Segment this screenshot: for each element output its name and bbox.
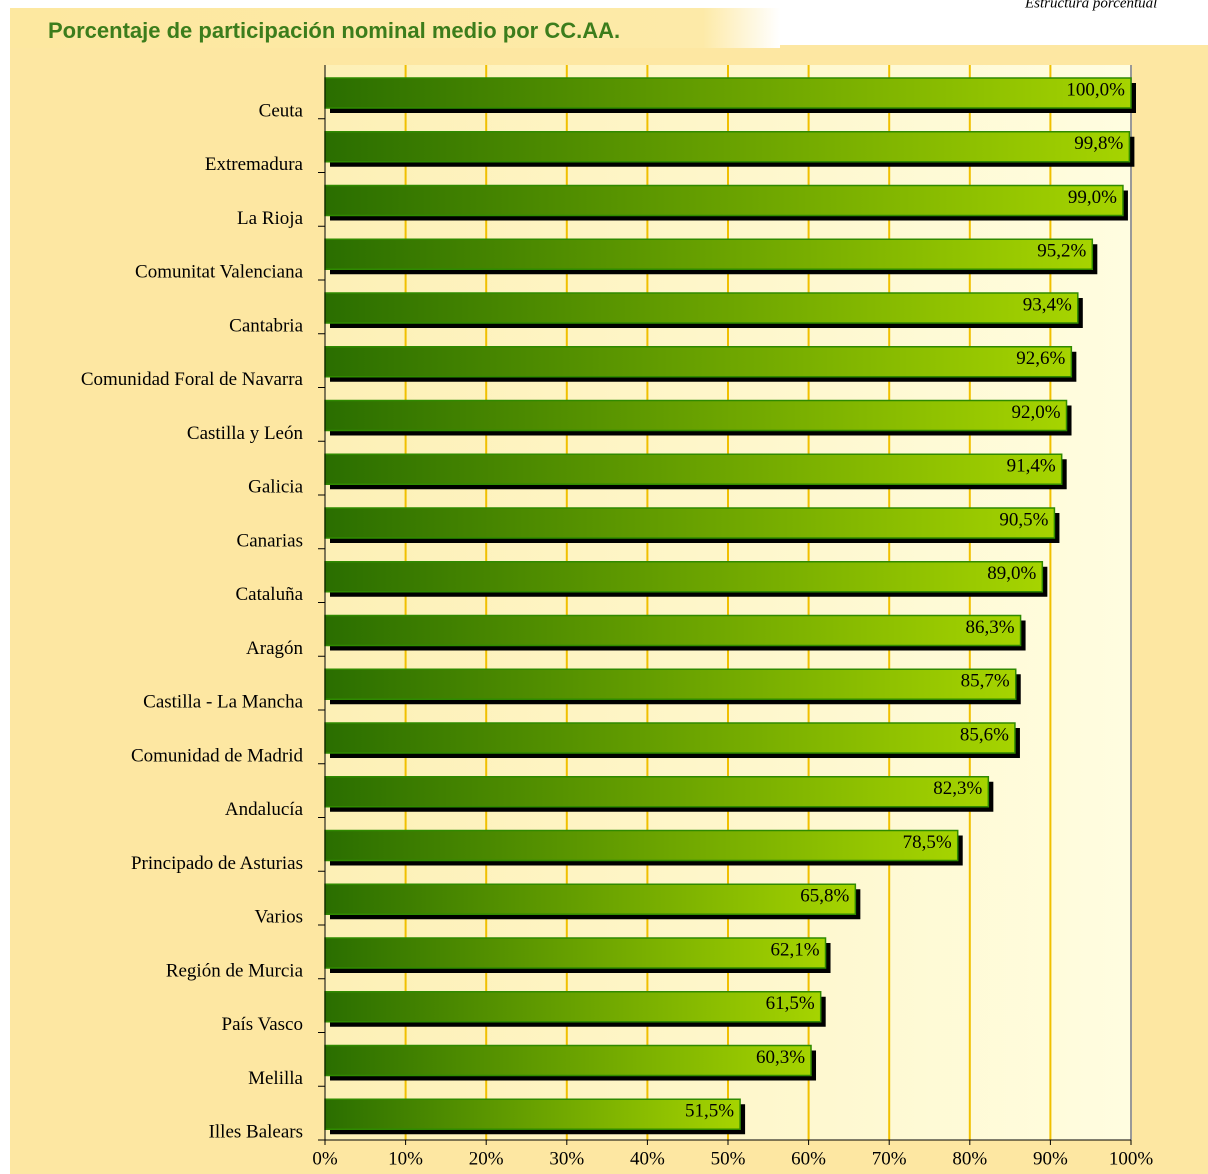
- x-tick-label: 0%: [312, 1148, 338, 1169]
- data-label: 95,2%: [1037, 241, 1086, 262]
- bar: [324, 883, 857, 915]
- data-label: 99,8%: [1074, 133, 1123, 154]
- y-tick-label: Castilla y León: [187, 423, 304, 444]
- x-tick-label: 80%: [952, 1148, 987, 1169]
- y-tick-label: Galicia: [248, 477, 303, 498]
- data-label: 62,1%: [770, 939, 819, 960]
- data-label: 99,0%: [1068, 187, 1117, 208]
- y-tick-label: Región de Murcia: [166, 960, 304, 981]
- bar: [324, 507, 1056, 539]
- data-label: 61,5%: [766, 993, 815, 1014]
- y-tick-label: País Vasco: [222, 1014, 303, 1035]
- x-tick-label: 10%: [388, 1148, 423, 1169]
- y-tick-label: Melilla: [248, 1068, 303, 1089]
- bar: [324, 238, 1094, 270]
- data-label: 92,0%: [1011, 402, 1060, 423]
- data-label: 86,3%: [965, 617, 1014, 638]
- data-label: 82,3%: [933, 778, 982, 799]
- y-tick-label: Ceuta: [259, 100, 304, 121]
- x-tick-label: 100%: [1109, 1148, 1154, 1169]
- bar: [324, 668, 1017, 700]
- y-tick-label: Andalucía: [225, 799, 304, 820]
- x-tick-label: 20%: [469, 1148, 504, 1169]
- data-label: 100,0%: [1066, 79, 1125, 100]
- x-tick-label: 60%: [791, 1148, 826, 1169]
- data-label: 60,3%: [756, 1047, 805, 1068]
- bar: [324, 1098, 741, 1130]
- bar: [324, 292, 1079, 324]
- data-label: 92,6%: [1016, 348, 1065, 369]
- y-tick-label: Comunitat Valenciana: [135, 262, 304, 283]
- y-tick-label: Canarias: [237, 530, 303, 551]
- data-label: 85,7%: [961, 671, 1010, 692]
- bar: [324, 614, 1022, 647]
- bar: [324, 77, 1132, 109]
- x-tick-label: 70%: [872, 1148, 907, 1169]
- data-label: 93,4%: [1023, 294, 1072, 315]
- bar: [324, 776, 990, 808]
- x-tick-label: 90%: [1033, 1148, 1068, 1169]
- bar: [324, 346, 1073, 378]
- data-label: 78,5%: [903, 832, 952, 853]
- chart-subtitle: Estructura porcentual: [1024, 0, 1157, 11]
- y-tick-label: La Rioja: [237, 208, 304, 229]
- y-tick-label: Cataluña: [235, 584, 303, 605]
- y-tick-label: Comunidad Foral de Navarra: [81, 369, 304, 390]
- bar: [324, 937, 827, 969]
- bar: [324, 453, 1063, 485]
- bar: [324, 722, 1016, 754]
- y-tick-label: Illes Balears: [209, 1122, 303, 1143]
- data-label: 65,8%: [800, 886, 849, 907]
- x-tick-label: 40%: [630, 1148, 665, 1169]
- title-banner: [10, 8, 780, 48]
- chart-title: Porcentaje de participación nominal medi…: [48, 18, 620, 43]
- y-tick-label: Varios: [254, 907, 303, 928]
- y-tick-label: Extremadura: [205, 154, 304, 175]
- data-label: 51,5%: [685, 1101, 734, 1122]
- bar: [324, 991, 822, 1023]
- bar: [324, 829, 959, 862]
- y-tick-label: Cantabria: [229, 315, 303, 336]
- bar: [324, 184, 1124, 217]
- data-label: 90,5%: [999, 509, 1048, 530]
- data-label: 91,4%: [1007, 456, 1056, 477]
- data-label: 85,6%: [960, 724, 1009, 745]
- bar: [324, 399, 1068, 432]
- bar: [324, 561, 1044, 593]
- bar: [324, 131, 1131, 163]
- x-tick-label: 30%: [549, 1148, 584, 1169]
- y-tick-label: Principado de Asturias: [131, 853, 303, 874]
- y-tick-label: Comunidad de Madrid: [131, 745, 304, 766]
- y-tick-label: Aragón: [246, 638, 303, 659]
- bar: [324, 1044, 812, 1077]
- x-tick-label: 50%: [711, 1148, 746, 1169]
- data-label: 89,0%: [987, 563, 1036, 584]
- y-tick-label: Castilla - La Mancha: [143, 692, 303, 713]
